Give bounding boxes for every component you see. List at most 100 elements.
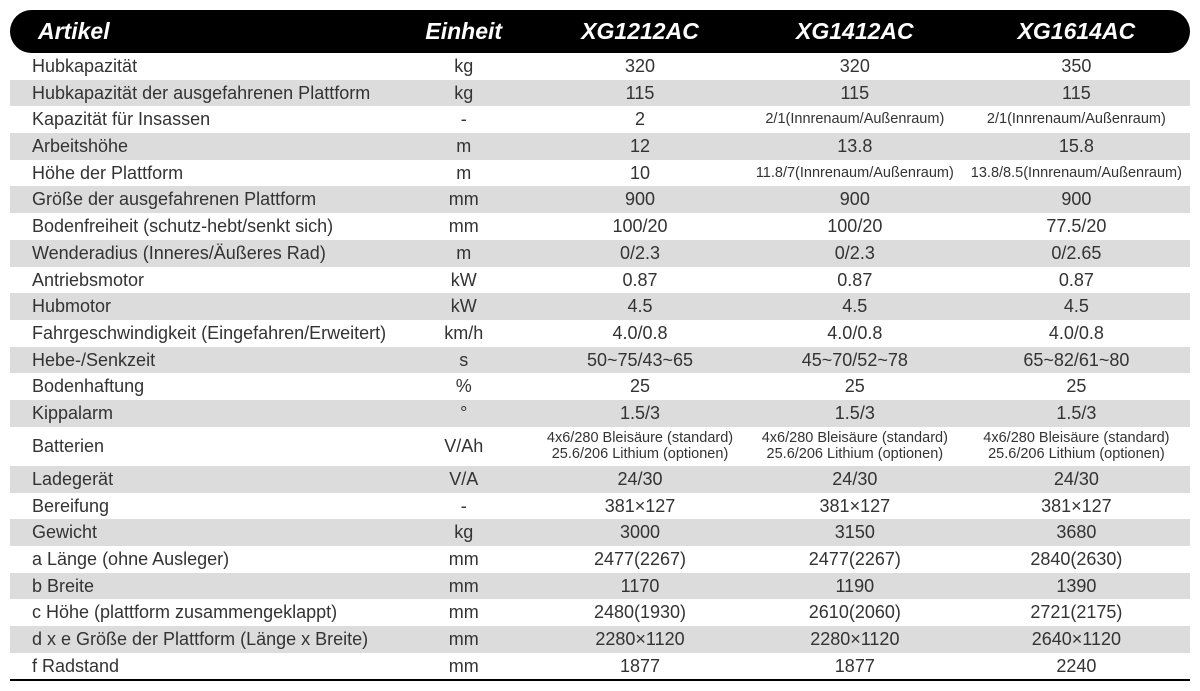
row-value: 25 [747, 373, 963, 400]
row-value: 4.0/0.8 [963, 320, 1190, 347]
row-value: 350 [963, 53, 1190, 80]
row-unit: mm [394, 599, 533, 626]
row-value: 12 [533, 133, 747, 160]
row-value: 2477(2267) [747, 546, 963, 573]
row-label: Arbeitshöhe [10, 133, 394, 160]
row-unit: kg [394, 519, 533, 546]
row-value: 15.8 [963, 133, 1190, 160]
row-value: 1877 [747, 653, 963, 681]
row-value: 65~82/61~80 [963, 347, 1190, 374]
table-row: BatterienV/Ah4x6/280 Bleisäure (standard… [10, 427, 1190, 466]
header-row: Artikel Einheit XG1212AC XG1412AC XG1614… [10, 10, 1190, 53]
row-label: Antriebsmotor [10, 267, 394, 294]
table-row: Hubkapazitätkg320320350 [10, 53, 1190, 80]
row-unit: kg [394, 80, 533, 107]
row-value: 1.5/3 [747, 400, 963, 427]
spec-tbody: Hubkapazitätkg320320350Hubkapazität der … [10, 53, 1190, 680]
row-value: 115 [747, 80, 963, 107]
row-label: c Höhe (plattform zusammengeklappt) [10, 599, 394, 626]
row-unit: mm [394, 573, 533, 600]
row-label: Kippalarm [10, 400, 394, 427]
row-value: 24/30 [533, 466, 747, 493]
table-row: Größe der ausgefahrenen Plattformmm90090… [10, 186, 1190, 213]
row-value: 1390 [963, 573, 1190, 600]
row-value: 2280×1120 [747, 626, 963, 653]
row-value: 3150 [747, 519, 963, 546]
header-model-0: XG1212AC [533, 10, 747, 53]
row-value: 0/2.3 [533, 240, 747, 267]
row-value: 24/30 [747, 466, 963, 493]
row-value: 13.8 [747, 133, 963, 160]
table-row: Gewichtkg300031503680 [10, 519, 1190, 546]
table-row: f Radstandmm187718772240 [10, 653, 1190, 681]
table-row: Bodenhaftung%252525 [10, 373, 1190, 400]
row-label: Höhe der Plattform [10, 160, 394, 187]
row-unit: mm [394, 626, 533, 653]
row-value: 77.5/20 [963, 213, 1190, 240]
row-value: 1.5/3 [533, 400, 747, 427]
row-value: 900 [747, 186, 963, 213]
row-value: 2240 [963, 653, 1190, 681]
row-value: 4x6/280 Bleisäure (standard)25.6/206 Lit… [747, 427, 963, 466]
row-value: 320 [747, 53, 963, 80]
row-value: 2480(1930) [533, 599, 747, 626]
row-value: 900 [963, 186, 1190, 213]
row-unit: mm [394, 213, 533, 240]
row-unit: m [394, 240, 533, 267]
row-value: 2477(2267) [533, 546, 747, 573]
table-row: Wenderadius (Inneres/Äußeres Rad)m0/2.30… [10, 240, 1190, 267]
row-value: 2 [533, 106, 747, 133]
row-value: 4.5 [747, 293, 963, 320]
table-row: LadegerätV/A24/3024/3024/30 [10, 466, 1190, 493]
row-value: 4.0/0.8 [533, 320, 747, 347]
row-label: Größe der ausgefahrenen Plattform [10, 186, 394, 213]
table-row: Kapazität für Insassen-22/1(Innrenaum/Au… [10, 106, 1190, 133]
row-value: 0/2.65 [963, 240, 1190, 267]
row-value: 0.87 [963, 267, 1190, 294]
row-label: Hebe-/Senkzeit [10, 347, 394, 374]
row-label: b Breite [10, 573, 394, 600]
row-unit: kg [394, 53, 533, 80]
row-value: 1170 [533, 573, 747, 600]
row-unit: m [394, 160, 533, 187]
table-row: HubmotorkW4.54.54.5 [10, 293, 1190, 320]
row-label: Bodenhaftung [10, 373, 394, 400]
table-row: c Höhe (plattform zusammengeklappt)mm248… [10, 599, 1190, 626]
row-value: 10 [533, 160, 747, 187]
header-model-1: XG1412AC [747, 10, 963, 53]
row-value: 2280×1120 [533, 626, 747, 653]
row-value: 900 [533, 186, 747, 213]
row-value: 1877 [533, 653, 747, 681]
row-value: 3680 [963, 519, 1190, 546]
row-value: 115 [963, 80, 1190, 107]
row-unit: mm [394, 186, 533, 213]
row-value: 115 [533, 80, 747, 107]
row-value: 1.5/3 [963, 400, 1190, 427]
row-value: 4.5 [533, 293, 747, 320]
row-label: Kapazität für Insassen [10, 106, 394, 133]
row-value: 4.0/0.8 [747, 320, 963, 347]
row-label: f Radstand [10, 653, 394, 681]
row-label: Bereifung [10, 493, 394, 520]
row-value: 100/20 [533, 213, 747, 240]
row-value: 100/20 [747, 213, 963, 240]
row-value: 11.8/7(Innrenaum/Außenraum) [747, 160, 963, 187]
row-unit: - [394, 493, 533, 520]
row-unit: % [394, 373, 533, 400]
row-unit: mm [394, 653, 533, 681]
row-label: Gewicht [10, 519, 394, 546]
row-unit: m [394, 133, 533, 160]
row-value: 50~75/43~65 [533, 347, 747, 374]
table-row: b Breitemm117011901390 [10, 573, 1190, 600]
row-value: 25 [963, 373, 1190, 400]
row-label: Batterien [10, 427, 394, 466]
table-row: d x e Größe der Plattform (Länge x Breit… [10, 626, 1190, 653]
row-value: 2840(2630) [963, 546, 1190, 573]
row-unit: - [394, 106, 533, 133]
table-row: AntriebsmotorkW0.870.870.87 [10, 267, 1190, 294]
row-value: 1190 [747, 573, 963, 600]
row-value: 2721(2175) [963, 599, 1190, 626]
row-value: 381×127 [747, 493, 963, 520]
row-unit: ° [394, 400, 533, 427]
table-row: Arbeitshöhem1213.815.8 [10, 133, 1190, 160]
